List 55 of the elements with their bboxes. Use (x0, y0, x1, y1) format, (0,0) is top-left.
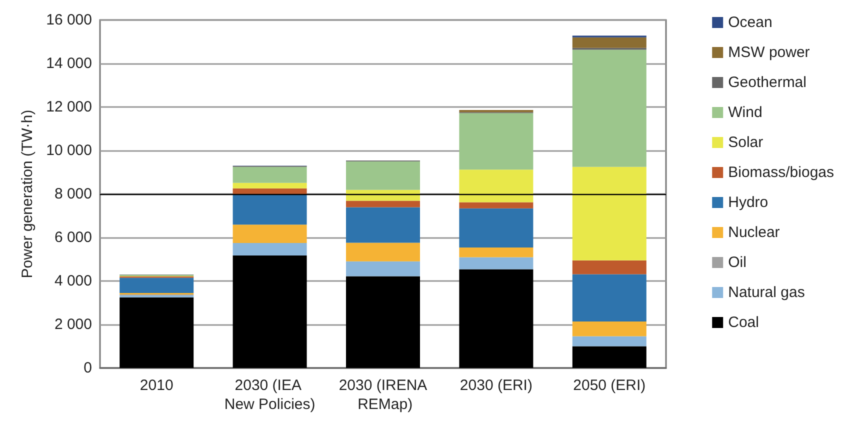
bar (232, 182, 307, 188)
bar (232, 242, 307, 256)
bar (572, 336, 646, 346)
bar (346, 261, 420, 276)
bar (346, 200, 420, 208)
legend-label: Nuclear (728, 224, 780, 241)
bar (572, 50, 646, 167)
y-tick-label: 12 000 (46, 98, 92, 116)
y-tick-label: 8 000 (54, 186, 92, 202)
x-tick-label: 2050 (ERI) (573, 377, 646, 394)
legend-label: Oil (728, 254, 746, 271)
y-tick-label: 0 (84, 360, 92, 376)
y-tick-label: 16 000 (46, 12, 92, 28)
legend-label: Coal (728, 314, 759, 331)
y-tick-label: 2 000 (54, 316, 92, 333)
bar (232, 166, 307, 183)
legend-label: Wind (728, 104, 762, 121)
y-tick-label: 14 000 (46, 55, 92, 72)
bar (572, 321, 646, 336)
bar (346, 207, 420, 243)
bar (232, 256, 307, 368)
bar (459, 248, 534, 258)
y-tick-label: 6 000 (54, 229, 92, 246)
bar (346, 276, 420, 368)
bar (232, 224, 307, 243)
bar (572, 260, 646, 274)
legend-label: Ocean (728, 14, 772, 31)
x-tick-label: 2010 (140, 377, 174, 394)
bar (459, 208, 534, 248)
bar (459, 257, 534, 270)
bar (572, 346, 646, 368)
bar (120, 278, 194, 293)
bar (572, 166, 646, 260)
bar (232, 194, 307, 225)
y-axis-title: Power generation (TW·h) (19, 110, 36, 278)
legend-label: Solar (728, 134, 764, 151)
y-tick-label: 4 000 (54, 272, 92, 290)
legend-label: Natural gas (728, 284, 805, 301)
legend-label: Biomass/biogas (728, 164, 834, 181)
bar (459, 113, 534, 170)
bar (459, 202, 534, 208)
bar (459, 269, 534, 368)
x-tick-label: 2030 (IRENA REMap) (338, 377, 428, 413)
x-tick-label: 2030 (IEA New Policies) (224, 377, 316, 413)
bar (346, 242, 420, 262)
bar (346, 161, 420, 190)
bar (120, 297, 194, 368)
legend-label: Hydro (728, 194, 768, 211)
x-tick-label: 2030 (ERI) (460, 377, 532, 394)
legend-label: MSW power (728, 44, 810, 61)
legend-label: Geothermal (728, 74, 806, 91)
y-tick-label: 10 000 (46, 142, 92, 159)
bar (572, 37, 646, 48)
bar (572, 274, 646, 322)
bar (459, 170, 534, 202)
